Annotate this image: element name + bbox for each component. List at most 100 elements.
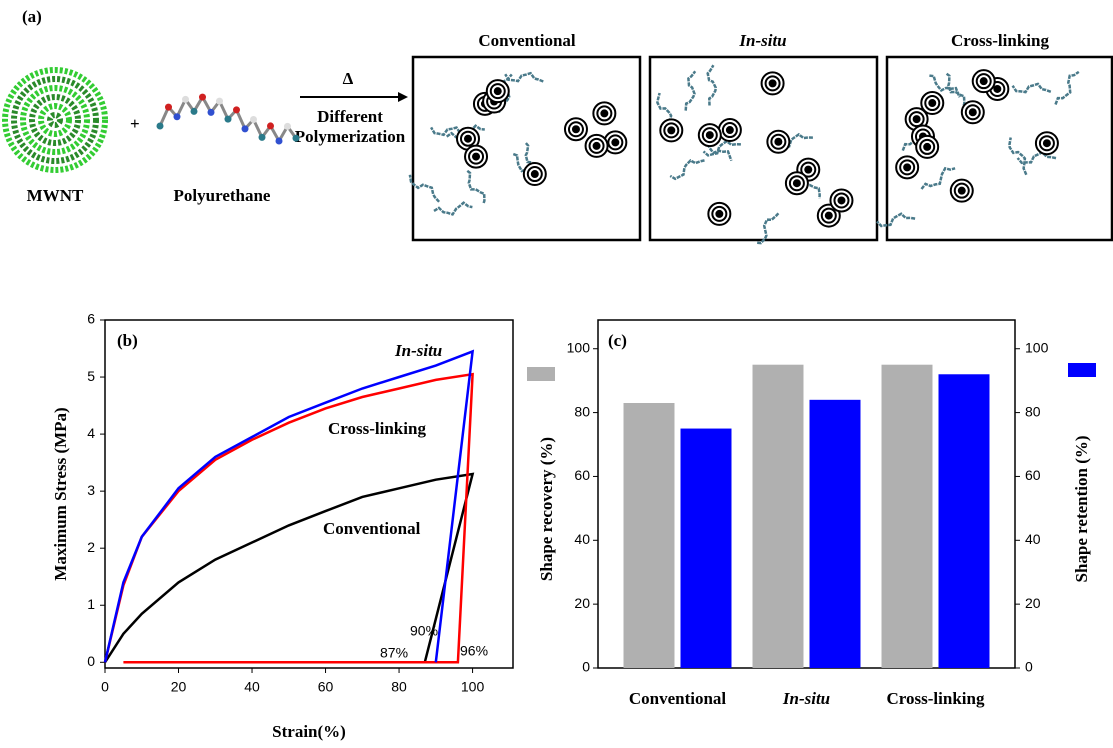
nanotube-icon <box>495 88 501 94</box>
nanotube-icon <box>775 139 781 145</box>
atom <box>199 94 206 101</box>
nanotube-icon <box>612 139 618 145</box>
bar <box>624 403 675 668</box>
bar <box>681 429 732 668</box>
series-label: Cross-linking <box>328 419 426 438</box>
y2-tick-label: 100 <box>1025 339 1049 355</box>
atom <box>157 123 164 130</box>
panel-label: (a) <box>22 7 42 26</box>
atom <box>191 108 198 115</box>
nanotube-icon <box>929 100 935 106</box>
stress-curve <box>105 351 473 662</box>
y2-tick-label: 40 <box>1025 531 1041 547</box>
plus: + <box>130 114 140 133</box>
x-tick-label: 0 <box>101 679 109 695</box>
bar <box>810 400 861 668</box>
annotation: 96% <box>460 643 488 659</box>
y-tick-label: 1 <box>87 596 95 612</box>
polymer-chain <box>467 171 484 204</box>
atom <box>242 125 249 132</box>
x-tick-label: In-situ <box>782 689 830 708</box>
atom <box>216 98 223 105</box>
plot-frame <box>105 320 513 668</box>
x-tick-label: 40 <box>244 679 260 695</box>
nanotube-icon <box>924 144 930 150</box>
nanotube-icon <box>794 180 800 186</box>
x-tick-label: 20 <box>171 679 187 695</box>
y2-tick-label: 80 <box>1025 403 1041 419</box>
bar <box>753 365 804 668</box>
nanotube-icon <box>532 171 538 177</box>
nanotube-icon <box>994 86 1000 92</box>
nanotube-icon <box>601 110 607 116</box>
nanotube-wall <box>14 79 96 161</box>
polymer-label: Polyurethane <box>174 186 271 205</box>
y-axis-label: Shape recovery (%) <box>537 437 556 581</box>
legend-swatch <box>527 367 555 381</box>
atom <box>174 113 181 120</box>
nanotube-icon <box>805 167 811 173</box>
y-tick-label: 2 <box>87 539 95 555</box>
mwnt-label: MWNT <box>27 186 84 205</box>
method-title: Cross-linking <box>951 31 1049 50</box>
nanotube-icon <box>904 164 910 170</box>
nanotube-icon <box>838 197 844 203</box>
polymer-chain <box>434 203 472 215</box>
polymer-chain <box>410 175 439 202</box>
atom <box>208 109 215 116</box>
nanotube-icon <box>727 127 733 133</box>
heat-label: Δ <box>343 69 354 88</box>
polymer-chain <box>1013 84 1051 92</box>
atom <box>293 135 300 142</box>
polymer-chain <box>922 168 956 189</box>
atom <box>284 123 291 130</box>
polymer-chain <box>1056 72 1079 105</box>
y-axis-label: Maximum Stress (MPa) <box>51 407 70 580</box>
nanotube-icon <box>473 154 479 160</box>
polymer-chain <box>1010 138 1027 175</box>
y-tick-label: 60 <box>574 467 590 483</box>
x-axis-label: Strain(%) <box>272 722 346 741</box>
annotation: 87% <box>380 645 408 661</box>
panel-label: (c) <box>608 331 627 350</box>
x-tick-label: 100 <box>461 679 485 695</box>
y-tick-label: 80 <box>574 403 590 419</box>
method-title: Conventional <box>478 31 576 50</box>
bar <box>882 365 933 668</box>
nanotube-icon <box>959 188 965 194</box>
polymer-chain <box>877 214 915 226</box>
atom <box>233 106 240 113</box>
annotation: 90% <box>410 623 438 639</box>
nanotube-icon <box>914 116 920 122</box>
y-tick-label: 3 <box>87 482 95 498</box>
y-tick-label: 100 <box>567 339 591 355</box>
series-label: Conventional <box>323 519 421 538</box>
atom <box>225 116 232 123</box>
x-tick-label: Cross-linking <box>887 689 985 708</box>
polymer-chain <box>756 213 778 243</box>
y-tick-label: 5 <box>87 368 95 384</box>
atom <box>267 122 274 129</box>
atom <box>276 137 283 144</box>
y-axis-label: Shape retention (%) <box>1072 435 1091 582</box>
arrow-head <box>398 92 408 102</box>
y-tick-label: 40 <box>574 531 590 547</box>
panel-label: (b) <box>117 331 138 350</box>
nanotube-icon <box>770 80 776 86</box>
y2-tick-label: 20 <box>1025 595 1041 611</box>
atom <box>165 104 172 111</box>
process-label: Polymerization <box>295 127 406 146</box>
nanotube-icon <box>981 78 987 84</box>
nanotube-icon <box>707 132 713 138</box>
x-tick-label: 80 <box>391 679 407 695</box>
process-label: Different <box>317 107 383 126</box>
nanotube-icon <box>594 143 600 149</box>
y-tick-label: 0 <box>87 653 95 669</box>
polymer-chain <box>708 65 716 105</box>
y-tick-label: 6 <box>87 311 95 327</box>
nanotube-icon <box>573 126 579 132</box>
x-tick-label: Conventional <box>629 689 727 708</box>
nanotube-icon <box>826 213 832 219</box>
y-tick-label: 20 <box>574 595 590 611</box>
nanotube-icon <box>716 211 722 217</box>
